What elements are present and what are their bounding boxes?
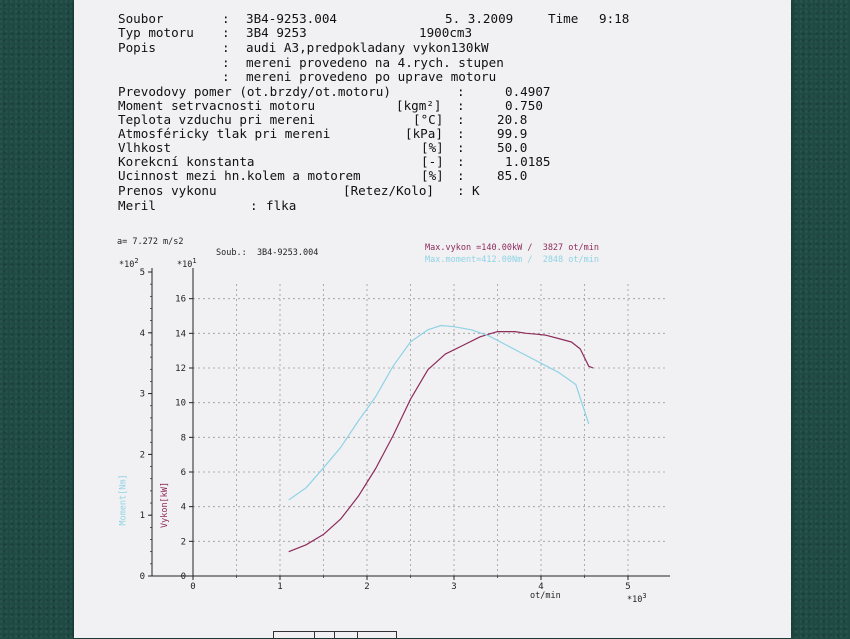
popis-colon-3: : — [222, 69, 230, 84]
left-axis-multiplier: *102 — [119, 257, 139, 270]
param-unit: [-] — [421, 154, 444, 169]
param-value: 85.0 — [497, 168, 528, 183]
param-unit: [kgm²] — [396, 98, 442, 113]
param-value: 20.8 — [497, 112, 528, 127]
prenos-label: Prenos vykonu — [118, 183, 217, 198]
max-power-label: Max.vykon =140.00kW / 3827 ot/min — [425, 243, 599, 253]
param-colon: : — [457, 140, 465, 155]
popis-label: Popis — [118, 40, 156, 55]
date-value: 5. 3.2009 — [445, 11, 514, 26]
x-axis-multiplier: *103 — [627, 592, 647, 605]
param-colon: : — [457, 98, 465, 113]
typ-motoru-label: Typ motoru — [118, 25, 194, 40]
power-axis-title: Vykon[kW] — [160, 481, 171, 529]
param-colon: : — [457, 84, 465, 99]
time-value: 9:18 — [599, 11, 630, 26]
param-colon: : — [457, 154, 465, 169]
engine-volume: 1900cm3 — [419, 25, 473, 40]
prenos-colon: : — [457, 183, 465, 198]
param-unit: [%] — [421, 168, 444, 183]
meril-label: Meril — [118, 198, 156, 213]
param-label: Ucinnost mezi hn.kolem a motorem — [118, 168, 361, 183]
torque-axis-title: Moment[Nm] — [118, 474, 129, 526]
popis-line-2: mereni provedeno na 4.rych. stupen — [246, 55, 504, 70]
popis-colon-2: : — [222, 55, 230, 70]
param-unit: [kPa] — [405, 126, 443, 141]
x-axis-title: ot/min — [530, 591, 561, 601]
source-file-label: Soub.: 3B4-9253.004 — [216, 248, 319, 258]
meril-value: flka — [266, 198, 297, 213]
param-colon: : — [457, 112, 465, 127]
param-value: 0.750 — [505, 98, 543, 113]
param-label: Korekcní konstanta — [118, 154, 255, 169]
soubor-colon: : — [222, 11, 230, 26]
prenos-value: K — [472, 183, 480, 198]
right-axis-multiplier: *101 — [177, 257, 197, 270]
soubor-value: 3B4-9253.004 — [246, 11, 337, 26]
param-value: 0.4907 — [505, 84, 551, 99]
popis-line-3: mereni provedeno po uprave motoru — [246, 69, 497, 84]
max-torque-label: Max.moment=412.00Nm / 2848 ot/min — [425, 255, 599, 265]
param-label: Prevodovy pomer (ot.brzdy/ot.motoru) — [118, 84, 391, 99]
param-label: Vlhkost — [118, 140, 172, 155]
param-label: Teplota vzduchu pri mereni — [118, 112, 316, 127]
prenos-unit: [Retez/Kolo] — [343, 183, 434, 198]
page-bottom-table-stub — [273, 631, 397, 639]
meril-colon: : — [250, 198, 258, 213]
param-value: 50.0 — [497, 140, 528, 155]
popis-line-1: audi A3,predpokladany vykon130kW — [246, 40, 489, 55]
typ-motoru-value: 3B4 9253 — [246, 25, 307, 40]
param-colon: : — [457, 126, 465, 141]
param-label: Moment setrvacnosti motoru — [118, 98, 316, 113]
soubor-label: Soubor — [118, 11, 164, 26]
param-value: 99.9 — [497, 126, 528, 141]
typ-colon: : — [222, 25, 230, 40]
param-unit: [°C] — [413, 112, 444, 127]
param-value: 1.0185 — [505, 154, 551, 169]
param-unit: [%] — [421, 140, 444, 155]
param-colon: : — [457, 168, 465, 183]
param-label: Atmosféricky tlak pri mereni — [118, 126, 331, 141]
acceleration-label: a= 7.272 m/s2 — [117, 237, 184, 247]
time-label: Time — [548, 11, 579, 26]
popis-colon-1: : — [222, 40, 230, 55]
